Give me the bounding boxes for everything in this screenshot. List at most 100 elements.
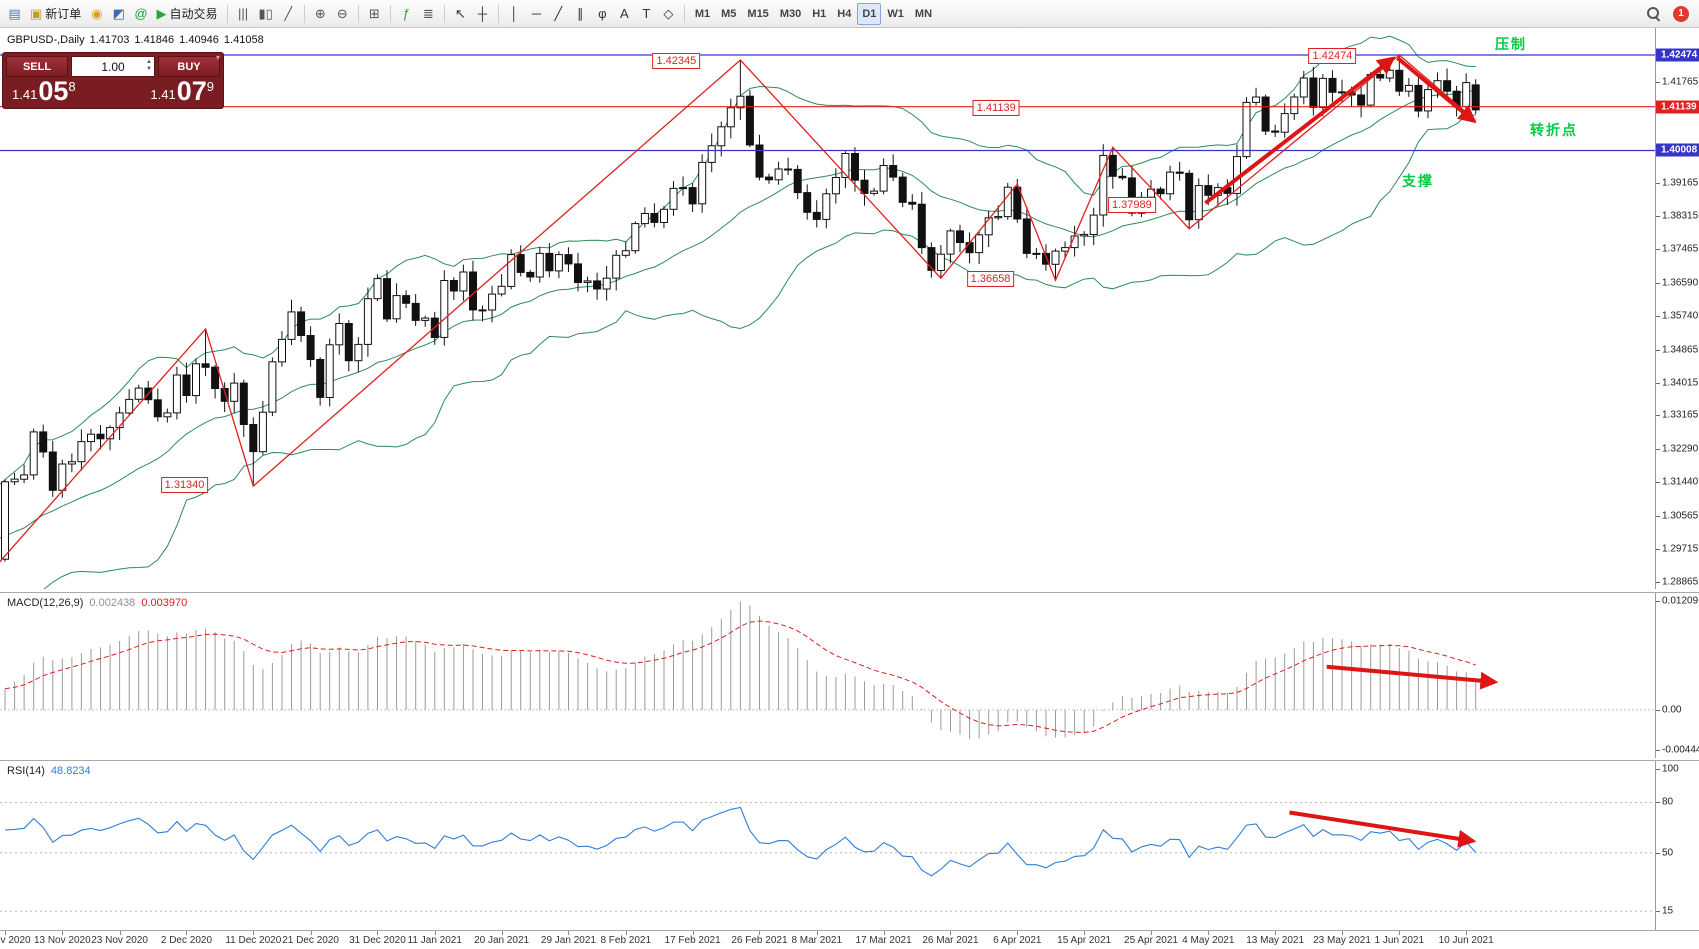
date-label: 17 Feb 2021 bbox=[664, 935, 721, 946]
price-label[interactable]: 1.37989 bbox=[1108, 196, 1156, 213]
scale-tick-mark bbox=[1656, 601, 1660, 602]
candles-layer bbox=[1, 55, 1480, 562]
spinner-down-icon[interactable]: ▼ bbox=[146, 66, 152, 73]
search-button[interactable] bbox=[1642, 3, 1665, 25]
toolbar-separator bbox=[357, 4, 359, 23]
objects-list-button[interactable]: ≣ bbox=[418, 3, 439, 25]
time-tick bbox=[62, 931, 64, 935]
equidistant-channel-button[interactable]: ∥ bbox=[570, 3, 591, 25]
macd-chart-surface[interactable] bbox=[0, 593, 1655, 757]
rsi-value: 48.8234 bbox=[50, 765, 91, 777]
annotation-text[interactable]: 压制 bbox=[1495, 36, 1527, 52]
tile-windows-icon: ⊞ bbox=[368, 6, 380, 21]
text-tool-button[interactable]: A bbox=[614, 3, 635, 25]
vertical-line-button[interactable]: │ bbox=[504, 3, 525, 25]
trend-arrow[interactable] bbox=[1204, 56, 1396, 205]
timeframe-d1[interactable]: D1 bbox=[857, 2, 882, 25]
spinner-up-icon[interactable]: ▲ bbox=[146, 59, 152, 65]
scale-tick-mark bbox=[1656, 516, 1660, 518]
new-order-label: 新订单 bbox=[45, 7, 82, 21]
price-label[interactable]: 1.42474 bbox=[1308, 47, 1357, 64]
auto-trading-button[interactable]: ▶ 自动交易 bbox=[153, 3, 222, 25]
trend-arrow[interactable] bbox=[1289, 810, 1477, 848]
timeframe-h4[interactable]: H4 bbox=[837, 7, 852, 20]
trend-arrow[interactable] bbox=[1326, 664, 1499, 690]
date-label: 25 Apr 2021 bbox=[1124, 935, 1178, 946]
zigzag-line[interactable] bbox=[0, 54, 1477, 588]
timeframe-w1[interactable]: W1 bbox=[887, 7, 904, 20]
price-tick: 1.34865 bbox=[1662, 344, 1699, 356]
notification-badge[interactable]: 1 bbox=[1673, 5, 1689, 22]
new-order-button[interactable]: ▣ 新订单 bbox=[26, 3, 85, 25]
bid-prefix: 1.41 bbox=[12, 87, 38, 102]
rsi-chart-surface[interactable] bbox=[0, 761, 1655, 929]
timeframe-m15[interactable]: M15 bbox=[747, 7, 769, 20]
horizontal-line-button[interactable]: ─ bbox=[526, 3, 547, 25]
price-label[interactable]: 1.42345 bbox=[652, 53, 701, 70]
scale-tick-mark bbox=[1656, 769, 1660, 770]
price-scale[interactable]: 1.41765 1.39165 1.38315 1.37465 1.36590 1.357… bbox=[1655, 28, 1699, 589]
timeframe-m5[interactable]: M5 bbox=[721, 7, 737, 20]
scale-tick-mark bbox=[1656, 750, 1660, 751]
community-button[interactable]: @ bbox=[130, 3, 151, 25]
rsi-scale-value: 15 bbox=[1662, 905, 1674, 917]
time-tick bbox=[501, 931, 503, 935]
annotation-text[interactable]: 支撑 bbox=[1402, 173, 1434, 189]
date-label: 21 Dec 2020 bbox=[282, 935, 339, 946]
zoom-in-button[interactable]: ⊕ bbox=[310, 3, 331, 25]
price-label[interactable]: 1.41139 bbox=[972, 100, 1020, 116]
shapes-button[interactable]: ◇ bbox=[658, 3, 679, 25]
time-tick bbox=[1151, 931, 1152, 935]
scale-tick-mark bbox=[1656, 248, 1660, 250]
line-chart-mode-button[interactable]: ╱ bbox=[278, 3, 299, 25]
buy-button[interactable]: BUY bbox=[158, 56, 220, 77]
price-label[interactable]: 1.31340 bbox=[160, 476, 209, 493]
date-label: 31 Dec 2020 bbox=[349, 935, 406, 946]
tile-windows-button[interactable]: ⊞ bbox=[364, 3, 385, 25]
date-label: 23 Nov 2020 bbox=[91, 935, 148, 946]
timeframe-m1[interactable]: M1 bbox=[694, 7, 711, 20]
trendline-button[interactable]: ╱ bbox=[548, 3, 569, 25]
one-click-trading-panel: ▾ SELL ▲▼ BUY 1.41 05 8 1.41 07 9 bbox=[2, 52, 224, 109]
toolbar-separator bbox=[226, 4, 228, 23]
rsi-label: RSI(14) 48.8234 bbox=[7, 765, 97, 777]
bar-chart-mode-button[interactable]: ||| bbox=[233, 3, 254, 25]
indicators-button[interactable]: ƒ bbox=[396, 3, 417, 25]
volume-spinner[interactable]: ▲ ▼ bbox=[146, 59, 152, 73]
zoom-out-button[interactable]: ⊖ bbox=[332, 3, 353, 25]
date-label: 10 Jun 2021 bbox=[1438, 935, 1494, 946]
price-label[interactable]: 1.36658 bbox=[966, 271, 1015, 288]
date-label: 26 Mar 2021 bbox=[922, 935, 979, 946]
objects-list-icon: ≣ bbox=[422, 6, 434, 21]
vertical-line-icon: │ bbox=[510, 6, 519, 21]
time-tick bbox=[816, 931, 818, 935]
ohlc-low: 1.40946 bbox=[179, 34, 219, 46]
market-watch-button[interactable]: ◩ bbox=[108, 3, 129, 25]
crosshair-button[interactable]: ┼ bbox=[472, 3, 493, 25]
chevron-down-icon[interactable]: ▾ bbox=[215, 53, 220, 62]
volume-field[interactable]: ▲▼ bbox=[71, 56, 155, 77]
annotation-text[interactable]: 转折点 bbox=[1530, 122, 1578, 138]
fibonacci-button[interactable]: φ bbox=[592, 3, 613, 25]
fibonacci-icon: φ bbox=[598, 6, 607, 21]
profiles-button[interactable]: ◉ bbox=[86, 3, 107, 25]
macd-scale[interactable]: 0.01209 0.00 -0.004446 bbox=[1655, 593, 1699, 758]
cursor-button[interactable]: ↖ bbox=[450, 3, 471, 25]
scale-tick-mark bbox=[1656, 82, 1660, 84]
volume-input[interactable] bbox=[72, 57, 154, 76]
toolbar-right: 1 bbox=[1642, 3, 1695, 25]
sell-button[interactable]: SELL bbox=[6, 56, 68, 77]
zoom-in-icon: ⊕ bbox=[314, 6, 326, 21]
price-chart-surface[interactable] bbox=[0, 28, 1655, 589]
new-chart-button[interactable]: ▤ bbox=[4, 3, 25, 25]
price-tick: 1.34015 bbox=[1662, 377, 1699, 389]
date-label: 13 Nov 2020 bbox=[33, 935, 91, 946]
label-tool-button[interactable]: T bbox=[636, 3, 657, 25]
timeframe-m30[interactable]: M30 bbox=[779, 7, 802, 20]
timeframe-mn[interactable]: MN bbox=[914, 7, 933, 20]
trend-arrow[interactable] bbox=[1396, 56, 1477, 124]
candle-chart-mode-button[interactable]: ▮▯ bbox=[255, 3, 277, 25]
timeframe-h1[interactable]: H1 bbox=[812, 7, 827, 20]
rsi-scale[interactable]: 100 80 50 15 bbox=[1655, 761, 1699, 930]
